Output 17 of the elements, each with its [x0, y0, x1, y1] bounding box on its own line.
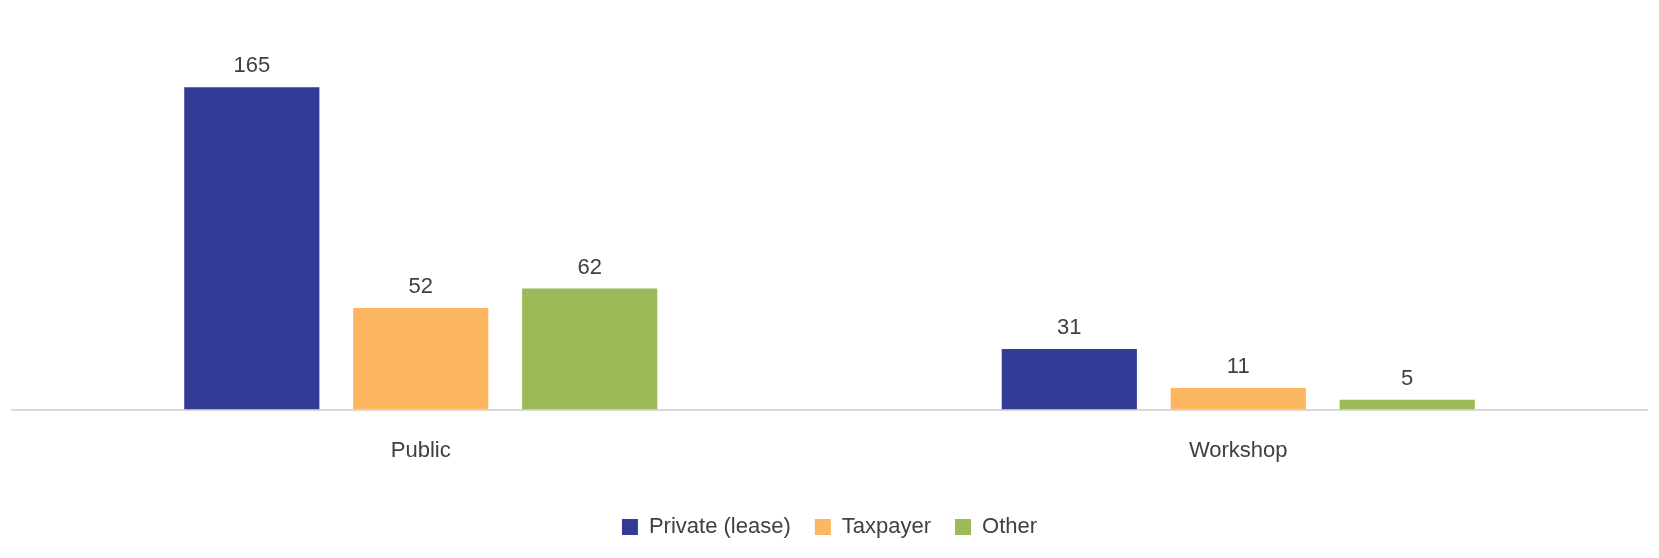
- bar: [1170, 388, 1306, 410]
- legend-label: Other: [982, 513, 1038, 539]
- bar: [353, 308, 489, 410]
- bar: [1339, 399, 1475, 410]
- data-label: 52: [408, 273, 433, 299]
- data-label: 5: [1401, 364, 1414, 390]
- data-label: 165: [233, 52, 271, 78]
- bar: [522, 288, 658, 410]
- x-tick-label: Public: [390, 436, 451, 462]
- data-label: 62: [577, 253, 602, 279]
- legend-label: Private (lease): [648, 513, 791, 539]
- legend-label: Taxpayer: [841, 513, 932, 539]
- x-tick-label: Workshop: [1188, 436, 1288, 462]
- data-label: 11: [1226, 353, 1250, 379]
- bar: [1001, 349, 1137, 410]
- bar: [184, 87, 320, 410]
- data-label: 31: [1057, 314, 1082, 340]
